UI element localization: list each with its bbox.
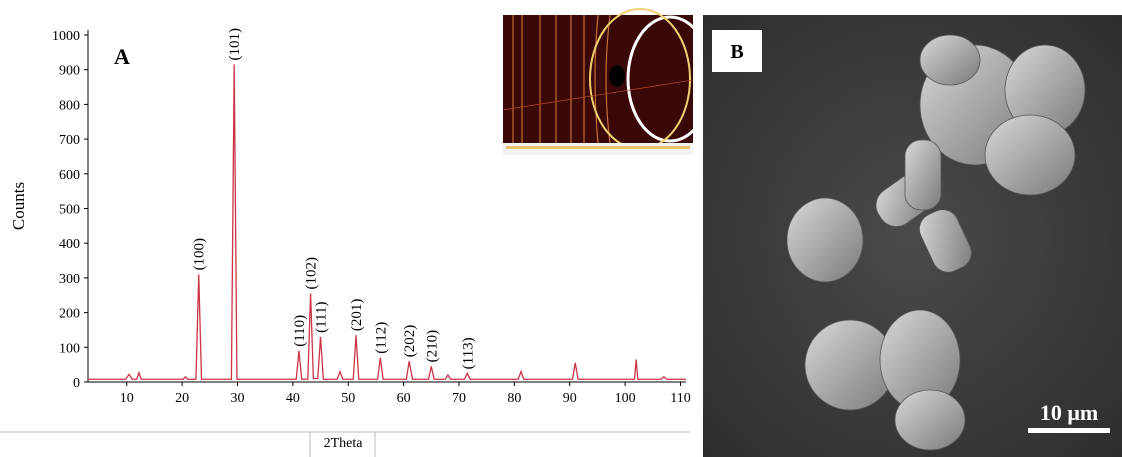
- x-tick-label: 70: [452, 391, 466, 406]
- x-tick-label: 100: [615, 391, 636, 406]
- x-tick-label: 30: [231, 391, 245, 406]
- y-tick-label: 0: [73, 376, 80, 391]
- peak-label: (210): [424, 330, 440, 363]
- x-tick-label: 110: [670, 391, 690, 406]
- y-axis-label: Counts: [9, 182, 28, 230]
- y-tick-label: 700: [59, 133, 80, 148]
- x-tick-label: 10: [120, 391, 134, 406]
- inset-image: [502, 8, 714, 155]
- x-tick-label: 20: [175, 391, 189, 406]
- y-tick-label: 900: [59, 64, 80, 79]
- peak-label: (113): [460, 337, 476, 369]
- peak-label: (101): [227, 28, 243, 61]
- peak-label: (201): [349, 299, 365, 332]
- x-tick-label: 50: [341, 391, 355, 406]
- peak-label: (112): [373, 322, 389, 354]
- peak-label: (102): [304, 257, 320, 290]
- x-tick-label: 80: [507, 391, 521, 406]
- spectrum-line: [88, 64, 686, 380]
- y-tick-label: 200: [59, 307, 80, 322]
- peak-label: (100): [192, 238, 208, 271]
- peak-label: (110): [292, 315, 308, 347]
- x-axis-label: 2Theta: [324, 436, 364, 451]
- x-tick-label: 40: [286, 391, 300, 406]
- panel-label: B: [730, 41, 743, 63]
- sem-image: B 10 μm: [703, 15, 1122, 457]
- x-tick-label: 90: [563, 391, 577, 406]
- y-tick-label: 600: [59, 168, 80, 183]
- y-tick-label: 300: [59, 272, 80, 287]
- x-tick-label: 60: [397, 391, 411, 406]
- peak-label: (111): [314, 301, 330, 332]
- y-tick-label: 100: [59, 341, 80, 356]
- panel-label: A: [114, 44, 130, 69]
- y-tick-label: 1000: [52, 29, 80, 44]
- scale-bar-label: 10 μm: [1040, 400, 1098, 425]
- y-tick-label: 500: [59, 203, 80, 218]
- peak-label: (202): [402, 325, 418, 358]
- y-tick-label: 800: [59, 98, 80, 113]
- y-tick-label: 400: [59, 237, 80, 252]
